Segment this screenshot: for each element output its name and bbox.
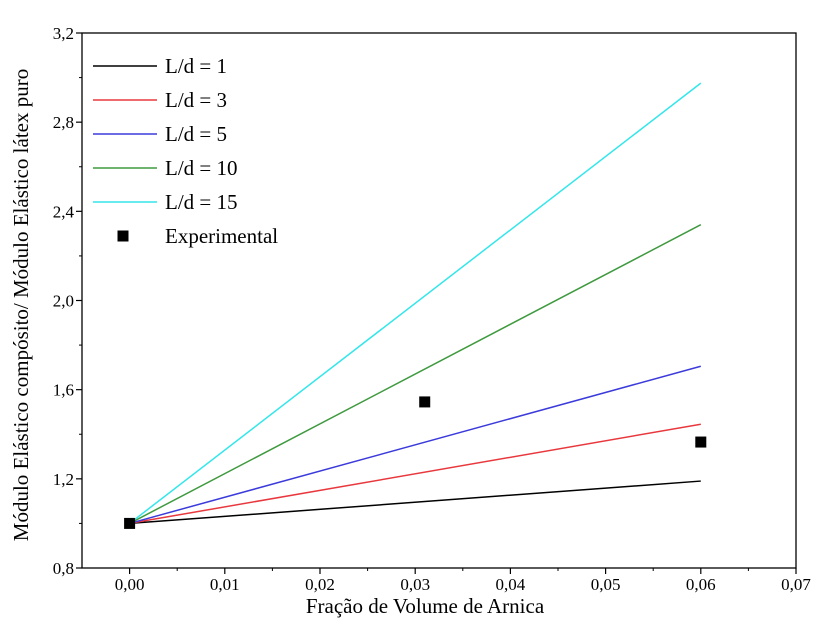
y-tick-label: 0,8 xyxy=(53,559,74,578)
x-axis-title: Fração de Volume de Arnica xyxy=(306,594,545,618)
experimental-point xyxy=(419,396,431,408)
x-tick-label: 0,00 xyxy=(115,575,145,594)
series-line-1 xyxy=(129,480,701,525)
y-tick-label: 2,8 xyxy=(53,113,74,132)
legend-label: Experimental xyxy=(165,224,278,248)
plot-layer xyxy=(124,82,707,529)
legend-label: L/d = 10 xyxy=(165,156,238,180)
ticks-layer: 0,00 0,01 0,02 0,03 0,04 0,05 0,06 0,07 0,8 1,2 1,… xyxy=(53,24,812,594)
y-tick-label: 2,4 xyxy=(53,202,75,221)
series-line-2 xyxy=(129,423,701,525)
x-tick-label: 0,04 xyxy=(496,575,526,594)
y-tick-label: 1,6 xyxy=(53,381,74,400)
legend-label: L/d = 15 xyxy=(165,190,238,214)
legend-swatch-square xyxy=(117,230,129,242)
experimental-point xyxy=(695,436,707,448)
x-tick-label: 0,03 xyxy=(400,575,430,594)
series-line-5 xyxy=(129,82,702,525)
experimental-point xyxy=(124,517,136,529)
y-tick-label: 1,2 xyxy=(53,470,74,489)
legend-label: L/d = 1 xyxy=(165,54,227,78)
x-tick-label: 0,01 xyxy=(210,575,240,594)
y-tick-label: 2,0 xyxy=(53,292,74,311)
series-line-3 xyxy=(129,365,701,525)
legend-label: L/d = 5 xyxy=(165,122,227,146)
series-line-4 xyxy=(129,224,702,525)
legend-label: L/d = 3 xyxy=(165,88,227,112)
y-tick-label: 3,2 xyxy=(53,24,74,43)
x-tick-label: 0,07 xyxy=(781,575,811,594)
legend: L/d = 1 L/d = 3 L/d = 5 L/d = 10 L/d = 15 Exp… xyxy=(93,54,278,248)
x-tick-label: 0,02 xyxy=(305,575,335,594)
x-tick-label: 0,05 xyxy=(591,575,621,594)
y-axis-title: Módulo Elástico compósito/ Módulo Elásti… xyxy=(9,69,33,541)
plot-frame xyxy=(81,32,797,569)
x-tick-label: 0,06 xyxy=(686,575,716,594)
